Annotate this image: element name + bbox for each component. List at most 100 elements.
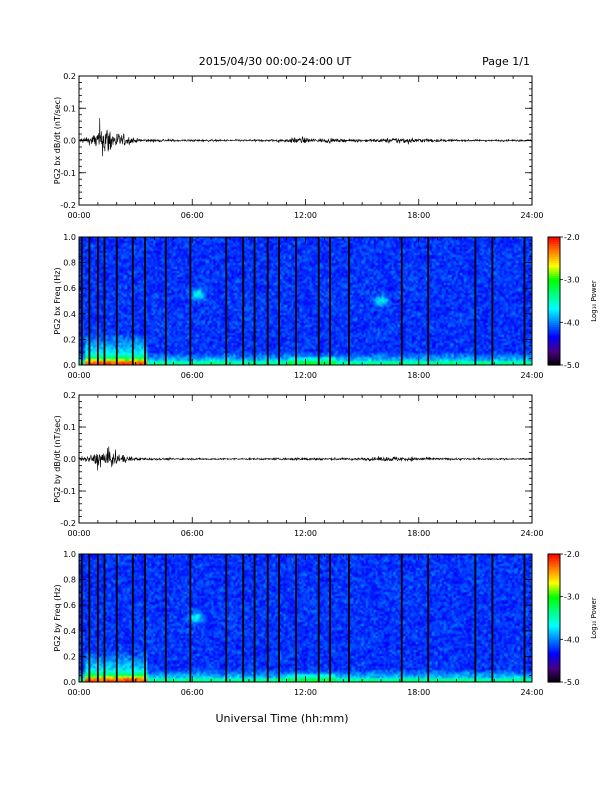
y-tick-label: 0.0 — [63, 361, 76, 370]
y-tick-label: -0.2 — [60, 519, 76, 528]
colorbar-segment — [548, 671, 560, 675]
colorbar-tick-label: -3.0 — [564, 593, 580, 602]
colorbar-segment — [548, 320, 560, 323]
x-tick-label: 18:00 — [407, 211, 430, 220]
colorbar-segment — [548, 269, 560, 272]
colorbar-segment — [548, 271, 560, 274]
colorbar-segment — [548, 586, 560, 589]
colorbar-segment — [548, 669, 560, 672]
colorbar-segment — [548, 303, 560, 306]
x-tick-label: 00:00 — [67, 688, 90, 697]
y-tick-label: 0.8 — [63, 259, 76, 268]
colorbar-segment — [548, 611, 560, 615]
y-tick-label: 0.4 — [63, 310, 76, 319]
colorbar-segment — [548, 647, 560, 651]
colorbar-segment — [548, 609, 560, 613]
y-tick-label: -0.1 — [60, 487, 76, 496]
x-tick-label: 18:00 — [407, 529, 430, 538]
colorbar-segment — [548, 275, 560, 279]
waveform-trace — [78, 118, 533, 157]
colorbar-segment — [548, 590, 560, 593]
colorbar-tick-label: -3.0 — [564, 276, 580, 285]
colorbar-segment — [548, 251, 560, 255]
colorbar-segment — [548, 600, 560, 604]
date-range-title: 2015/04/30 00:00-24:00 UT — [199, 55, 352, 68]
x-tick-label: 12:00 — [294, 371, 317, 380]
x-tick-label: 00:00 — [67, 529, 90, 538]
colorbar-segment — [548, 273, 560, 276]
x-tick-label: 00:00 — [67, 371, 90, 380]
colorbar-segment — [548, 594, 560, 598]
y-tick-label: 0.2 — [63, 652, 76, 661]
x-tick-label: 24:00 — [520, 529, 543, 538]
colorbar-segment — [548, 354, 560, 358]
y-tick-label: 0.0 — [63, 678, 76, 687]
x-axis-label: Universal Time (hh:mm) — [216, 712, 349, 725]
x-tick-label: 24:00 — [520, 371, 543, 380]
x-tick-label: 18:00 — [407, 688, 430, 697]
colorbar-segment — [548, 292, 560, 296]
colorbar-segment — [548, 554, 560, 557]
colorbar-segment — [548, 632, 560, 636]
waveform-trace — [78, 446, 533, 471]
colorbar-segment — [548, 577, 560, 581]
colorbar-segment — [548, 352, 560, 355]
colorbar-segment — [548, 658, 560, 662]
colorbar-segment — [548, 309, 560, 313]
colorbar-segment — [548, 605, 560, 608]
colorbar-segment — [548, 607, 560, 611]
colorbar-segment — [548, 279, 560, 283]
y-tick-label: 0.2 — [63, 335, 76, 344]
colorbar-segment — [548, 350, 560, 353]
colorbar-segment — [548, 637, 560, 640]
y-tick-label: -0.2 — [60, 201, 76, 210]
colorbar-segment — [548, 558, 560, 561]
colorbar-segment — [548, 249, 560, 253]
y-tick-label: -0.1 — [60, 169, 76, 178]
colorbar-segment — [548, 318, 560, 321]
colorbar-tick-label: -4.0 — [564, 635, 580, 644]
colorbar-segment — [548, 239, 560, 242]
colorbar-segment — [548, 262, 560, 266]
colorbar-segment — [548, 598, 560, 602]
colorbar-segment — [548, 628, 560, 632]
by-spectrogram-panel: 00:00 06:00 12:00 18:00 24:00 0.0 0.2 0.4 0.6 0.8… — [53, 550, 598, 697]
colorbar-segment — [548, 330, 560, 334]
y-tick-label: 0.2 — [63, 72, 76, 81]
colorbar-segment — [548, 341, 560, 345]
colorbar-segment — [548, 294, 560, 298]
colorbar-segment — [548, 615, 560, 619]
colorbar-segment — [548, 345, 560, 349]
colorbar-segment — [548, 639, 560, 643]
colorbar-segment — [548, 290, 560, 294]
x-tick-label: 06:00 — [181, 688, 204, 697]
y-tick-label: 1.0 — [63, 233, 76, 242]
colorbar-segment — [548, 247, 560, 251]
x-tick-label: 00:00 — [67, 211, 90, 220]
colorbar-segment — [548, 588, 560, 591]
colorbar-segment — [548, 635, 560, 638]
y-tick-label: 0.6 — [63, 284, 76, 293]
y-tick-label: 0.6 — [63, 601, 76, 610]
colorbar-label: Log₁₀ Power — [590, 597, 598, 639]
x-tick-label: 12:00 — [294, 529, 317, 538]
x-tick-label: 06:00 — [181, 371, 204, 380]
colorbar-segment — [548, 562, 560, 566]
colorbar-segment — [548, 326, 560, 330]
colorbar-segment — [548, 241, 560, 244]
colorbar-segment — [548, 288, 560, 291]
colorbar-segment — [548, 571, 560, 574]
colorbar-segment — [548, 254, 560, 257]
colorbar-segment — [548, 603, 560, 606]
colorbar-tick-label: -2.0 — [564, 233, 580, 242]
colorbar-segment — [548, 283, 560, 287]
colorbar-segment — [548, 328, 560, 332]
bx-waveform-panel: 00:00 06:00 12:00 18:00 24:00 -0.2 -0.1 0.0 0.1 0… — [53, 72, 544, 220]
colorbar-tick-label: -5.0 — [564, 678, 580, 687]
colorbar-segment — [548, 333, 560, 336]
colorbar-segment — [548, 245, 560, 249]
colorbar-frame — [547, 553, 561, 683]
colorbar-segment — [548, 301, 560, 304]
panels: 00:00 06:00 12:00 18:00 24:00 -0.2 -0.1 0.0 0.1 0… — [53, 72, 598, 697]
